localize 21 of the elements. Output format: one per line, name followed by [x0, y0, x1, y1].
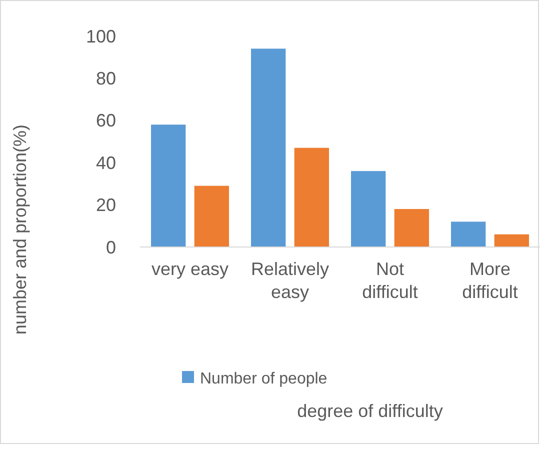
- y-tick-label: 0: [106, 237, 116, 258]
- y-tick-label: 60: [96, 110, 116, 131]
- y-tick-label: 80: [96, 68, 116, 88]
- bar: [451, 222, 486, 247]
- bar: [151, 124, 186, 247]
- bar: [351, 171, 386, 247]
- bar: [194, 186, 229, 247]
- y-tick-label: 40: [96, 152, 116, 173]
- y-axis-title: number and proportion(%): [10, 124, 30, 335]
- x-tick-label: very easy: [151, 259, 229, 279]
- x-tick-label: Relatively easy: [250, 259, 330, 302]
- bar: [394, 209, 429, 247]
- x-tick-label: Not difficult: [362, 259, 418, 302]
- y-tick-label: 100: [86, 26, 116, 46]
- y-tick-label: 20: [96, 195, 116, 216]
- bar: [494, 234, 529, 247]
- legend-label: Number of people: [200, 370, 328, 388]
- text: degree of difficulty: [297, 401, 443, 421]
- bar: [251, 48, 286, 247]
- bar: [294, 148, 329, 247]
- x-tick-label: More difficult: [462, 259, 518, 302]
